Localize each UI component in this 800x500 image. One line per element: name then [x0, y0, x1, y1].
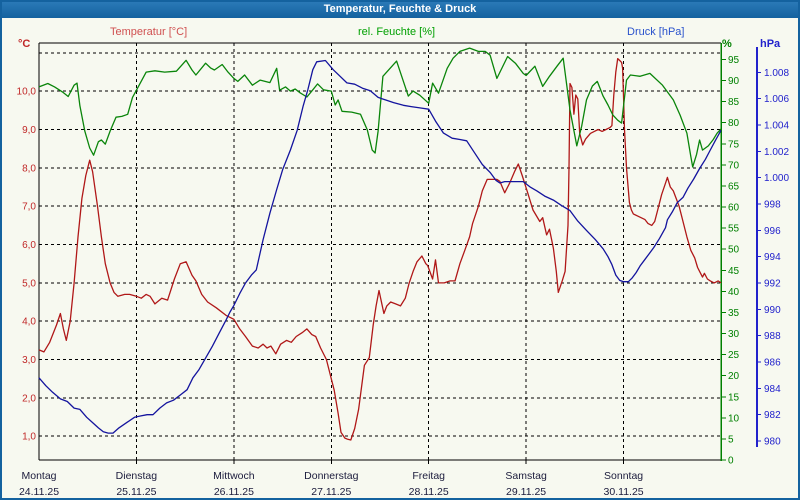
- temperature-unit-label: °C: [18, 38, 31, 50]
- svg-text:Dienstag: Dienstag: [116, 470, 158, 482]
- pressure-axis: 980 982 984 986 988 990 992 994 996 998 1.000 1.002…: [756, 47, 789, 448]
- pressure-curve: [38, 59, 722, 434]
- svg-text:5: 5: [728, 434, 734, 445]
- svg-text:10: 10: [728, 413, 740, 424]
- svg-text:65: 65: [728, 181, 740, 192]
- svg-text:15: 15: [728, 392, 740, 403]
- svg-text:26.11.25: 26.11.25: [214, 486, 254, 498]
- svg-text:1.002: 1.002: [764, 147, 789, 158]
- svg-text:20: 20: [728, 371, 740, 382]
- titlebar: Temperatur, Feuchte & Druck: [0, 0, 800, 18]
- svg-text:7,0: 7,0: [22, 202, 36, 213]
- svg-text:3,0: 3,0: [22, 355, 36, 366]
- svg-text:1.008: 1.008: [764, 68, 789, 79]
- plot-gridlines: [39, 43, 721, 464]
- plot-border: [38, 42, 721, 461]
- svg-text:95: 95: [728, 55, 740, 66]
- svg-text:1,0: 1,0: [22, 432, 36, 443]
- svg-text:28.11.25: 28.11.25: [409, 486, 449, 498]
- svg-text:992: 992: [764, 279, 781, 290]
- svg-text:80: 80: [728, 118, 740, 129]
- svg-text:55: 55: [728, 224, 740, 235]
- humidity-curve: [38, 47, 722, 168]
- svg-text:90: 90: [728, 76, 740, 87]
- svg-text:Sonntag: Sonntag: [604, 470, 643, 482]
- svg-text:45: 45: [728, 266, 740, 277]
- svg-text:10,0: 10,0: [17, 87, 37, 98]
- svg-text:980: 980: [764, 437, 781, 448]
- svg-text:996: 996: [764, 226, 781, 237]
- svg-text:29.11.25: 29.11.25: [506, 486, 546, 498]
- svg-text:75: 75: [728, 139, 740, 150]
- humidity-axis: 0 5 10 15 20 25 30 35 40 45 50 55 60 65 70 75 80 85 90 95: [720, 43, 740, 467]
- svg-text:990: 990: [764, 305, 781, 316]
- svg-text:85: 85: [728, 97, 740, 108]
- svg-text:982: 982: [764, 410, 781, 421]
- svg-text:9,0: 9,0: [22, 125, 36, 136]
- svg-text:986: 986: [764, 358, 781, 369]
- svg-text:4,0: 4,0: [22, 317, 36, 328]
- svg-text:1.006: 1.006: [764, 94, 789, 105]
- svg-text:998: 998: [764, 200, 781, 211]
- temperature-axis: 1,0 2,0 3,0 4,0 5,0 6,0 7,0 8,0 9,0 10,0: [17, 87, 37, 443]
- svg-text:Montag: Montag: [21, 470, 56, 482]
- humidity-series-label: rel. Feuchte [%]: [358, 26, 436, 38]
- svg-text:6,0: 6,0: [22, 240, 36, 251]
- x-axis-labels: Montag 24.11.25 Dienstag 25.11.25 Mittwoch 26…: [19, 470, 644, 498]
- svg-text:30: 30: [728, 329, 740, 340]
- svg-text:24.11.25: 24.11.25: [19, 486, 59, 498]
- svg-text:Donnerstag: Donnerstag: [304, 470, 358, 482]
- svg-text:25.11.25: 25.11.25: [116, 486, 156, 498]
- svg-text:0: 0: [728, 456, 734, 467]
- svg-text:30.11.25: 30.11.25: [604, 486, 644, 498]
- svg-text:1.000: 1.000: [764, 173, 789, 184]
- pressure-series-label: Druck [hPa]: [627, 26, 685, 38]
- svg-text:1.004: 1.004: [764, 121, 789, 132]
- svg-text:60: 60: [728, 203, 740, 214]
- svg-text:984: 984: [764, 384, 781, 395]
- pressure-unit-label: hPa: [760, 38, 781, 50]
- svg-text:50: 50: [728, 245, 740, 256]
- svg-text:25: 25: [728, 350, 740, 361]
- svg-text:Mittwoch: Mittwoch: [213, 470, 255, 482]
- temperature-curve: [38, 57, 722, 441]
- svg-text:27.11.25: 27.11.25: [311, 486, 351, 498]
- svg-text:40: 40: [728, 287, 740, 298]
- svg-text:988: 988: [764, 331, 781, 342]
- svg-text:2,0: 2,0: [22, 393, 36, 404]
- svg-text:Freitag: Freitag: [412, 470, 445, 482]
- humidity-unit-label: %: [722, 38, 732, 50]
- window-title: Temperatur, Feuchte & Druck: [323, 3, 477, 15]
- svg-text:5,0: 5,0: [22, 278, 36, 289]
- temperature-series-label: Temperatur [°C]: [110, 26, 188, 38]
- svg-text:35: 35: [728, 308, 740, 319]
- svg-text:70: 70: [728, 160, 740, 171]
- svg-text:994: 994: [764, 252, 781, 263]
- svg-text:Samstag: Samstag: [505, 470, 547, 482]
- svg-text:8,0: 8,0: [22, 163, 36, 174]
